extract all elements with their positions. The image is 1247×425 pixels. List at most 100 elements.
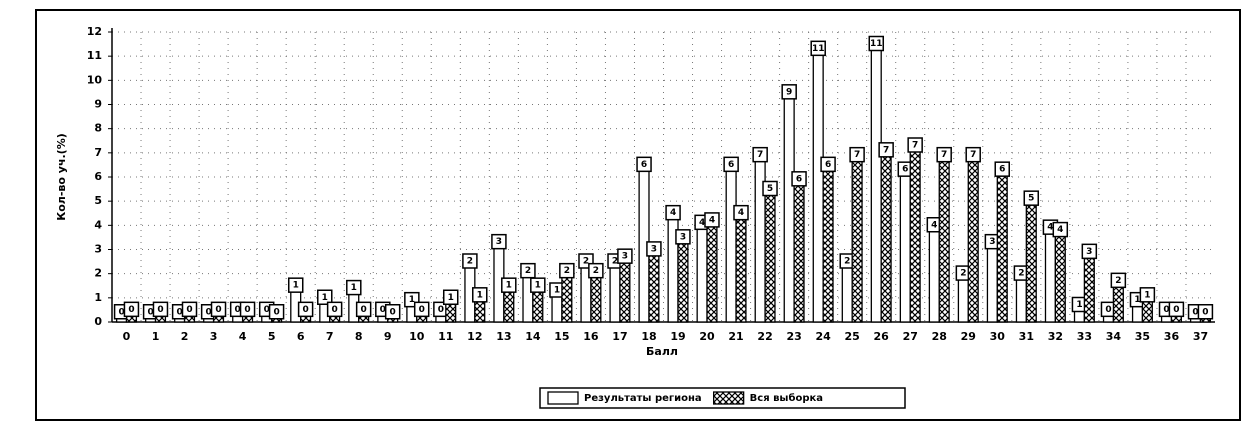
bar	[880, 152, 892, 323]
value-label: 4	[699, 218, 705, 228]
value-label: 1	[448, 293, 454, 303]
value-label-box	[617, 248, 633, 264]
y-tick-label: 6	[94, 170, 102, 183]
x-tick-label: 32	[1048, 330, 1063, 343]
value-label: 2	[1018, 269, 1024, 279]
value-label-box	[530, 277, 546, 293]
bar	[696, 224, 708, 323]
value-label: 0	[273, 307, 279, 317]
value-label: 7	[854, 150, 860, 160]
value-label: 1	[554, 286, 560, 296]
value-label: 7	[912, 141, 918, 151]
value-label: 9	[786, 87, 792, 97]
bar	[725, 166, 737, 323]
value-label-box	[1110, 272, 1127, 289]
x-tick-label: 9	[384, 330, 392, 343]
value-label: 1	[506, 281, 512, 291]
bar	[899, 171, 911, 323]
value-label: 7	[941, 150, 947, 160]
value-label: 11	[870, 39, 883, 49]
value-label-box	[1052, 221, 1069, 238]
value-label: 5	[1028, 194, 1034, 204]
value-label: 0	[1202, 307, 1208, 317]
bar	[503, 287, 515, 323]
value-label: 0	[176, 307, 182, 317]
value-label: 2	[525, 266, 531, 276]
x-tick-label: 19	[670, 330, 685, 343]
value-label-box	[1139, 287, 1156, 303]
bar	[1015, 275, 1027, 323]
value-label: 0	[1192, 307, 1198, 317]
y-tick-label: 3	[94, 243, 102, 256]
x-tick-label: 6	[297, 330, 305, 343]
value-label-box	[762, 180, 778, 197]
value-label: 5	[767, 184, 773, 194]
x-tick-label: 31	[1019, 330, 1034, 343]
bar	[986, 244, 998, 323]
value-label: 2	[593, 266, 599, 276]
bar	[967, 157, 979, 323]
bar	[561, 273, 573, 323]
value-label-box	[472, 287, 488, 303]
x-tick-label: 5	[268, 330, 276, 343]
bar	[619, 258, 631, 323]
value-label-box	[462, 253, 478, 269]
bar	[783, 94, 795, 323]
y-tick-label: 11	[87, 49, 102, 62]
x-tick-label: 4	[239, 330, 247, 343]
value-label: 1	[322, 293, 328, 303]
x-tick-label: 15	[554, 330, 569, 343]
value-label: 1	[409, 295, 415, 305]
value-label-box	[413, 301, 430, 318]
value-label: 6	[641, 160, 647, 170]
bar	[851, 157, 863, 323]
bar	[648, 251, 660, 323]
value-label: 0	[235, 305, 241, 315]
value-label-box	[791, 171, 807, 187]
x-tick-label: 0	[123, 330, 131, 343]
value-label-box	[849, 146, 865, 163]
bar	[812, 50, 824, 323]
x-tick-label: 21	[728, 330, 743, 343]
x-tick-label: 34	[1106, 330, 1122, 343]
y-tick-label: 5	[94, 194, 102, 207]
value-label: 3	[989, 237, 995, 247]
y-tick-label: 4	[94, 218, 102, 231]
value-label-box	[355, 301, 372, 318]
bar	[677, 239, 689, 323]
bar	[822, 166, 834, 323]
value-label: 0	[380, 305, 386, 315]
value-label: 1	[293, 281, 299, 291]
x-tick-label: 3	[210, 330, 218, 343]
x-tick-label: 8	[355, 330, 363, 343]
x-tick-label: 26	[874, 330, 890, 343]
value-label: 6	[999, 165, 1005, 175]
value-label-box	[287, 277, 304, 293]
value-label: 4	[670, 208, 676, 218]
y-tick-label: 9	[94, 98, 102, 111]
value-label-box	[297, 301, 314, 318]
bar	[928, 227, 940, 323]
y-tick-label: 8	[94, 122, 102, 135]
x-tick-label: 33	[1077, 330, 1092, 343]
value-label: 6	[902, 165, 908, 175]
bar	[793, 181, 805, 323]
bar	[909, 147, 921, 323]
value-label-box	[1197, 304, 1214, 320]
x-tick-label: 37	[1193, 330, 1208, 343]
y-axis-label: Кол-во уч.(%)	[55, 133, 68, 221]
value-label-box	[675, 229, 691, 245]
x-tick-label: 25	[845, 330, 860, 343]
x-axis-label: Балл	[646, 345, 678, 358]
value-label: 1	[1144, 290, 1150, 300]
value-label-box	[326, 301, 343, 318]
value-label: 4	[1047, 223, 1053, 233]
value-label-box	[752, 146, 768, 163]
value-label-box	[181, 301, 198, 318]
frame	[35, 9, 1241, 421]
value-label: 7	[970, 150, 976, 160]
value-label: 1	[351, 283, 357, 293]
value-label: 2	[583, 257, 589, 267]
x-tick-label: 24	[815, 330, 831, 343]
